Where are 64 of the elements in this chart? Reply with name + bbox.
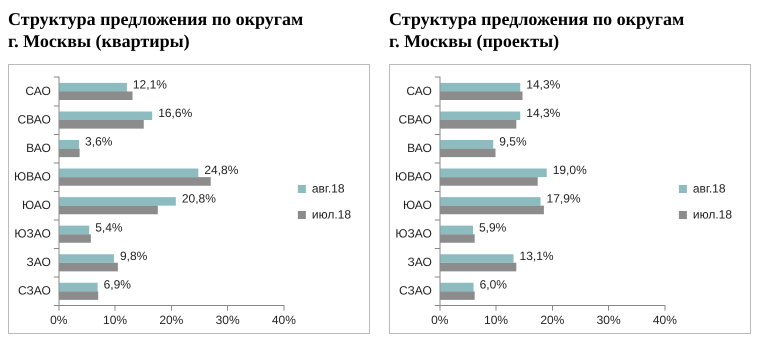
bar — [440, 140, 494, 149]
data-label: 9,5% — [499, 134, 527, 149]
data-label: 16,6% — [158, 106, 193, 120]
y-tick-label: ЮЗАО — [14, 226, 51, 241]
y-tick-label: ЮЗАО — [395, 226, 432, 241]
y-tick-label: САО — [406, 84, 432, 98]
data-label: 12,1% — [132, 78, 168, 92]
bar — [59, 82, 127, 92]
bar — [59, 226, 90, 234]
data-label: 6,9% — [104, 277, 132, 292]
x-tick-label: 30% — [216, 313, 240, 328]
data-label: 14,3% — [526, 106, 561, 120]
data-label: 24,8% — [204, 163, 239, 178]
data-label: 13,1% — [520, 248, 554, 263]
data-label: 9,8% — [120, 248, 148, 263]
bar — [440, 254, 514, 263]
y-tick-label: СВАО — [398, 112, 432, 126]
x-tick-label: 0% — [431, 313, 449, 328]
bar — [59, 140, 80, 149]
x-tick-label: 10% — [103, 313, 128, 328]
data-label: 20,8% — [182, 192, 216, 206]
bar — [440, 168, 547, 178]
legend-label: авг.18 — [692, 181, 726, 196]
bar — [440, 282, 474, 292]
y-tick-label: ЗАО — [26, 255, 51, 270]
y-tick-label: СЗАО — [18, 284, 51, 298]
legend-label: июл.18 — [692, 207, 732, 222]
bar — [440, 111, 520, 120]
bar — [59, 111, 152, 120]
x-tick-label: 20% — [159, 313, 184, 328]
x-tick-label: 40% — [272, 313, 296, 328]
bar — [59, 197, 176, 206]
x-tick-label: 40% — [652, 313, 678, 328]
x-tick-label: 20% — [540, 313, 565, 328]
chart-title: Структура предложения по округам г. Москвы (проекты) — [389, 8, 686, 53]
chart-title: Структура предложения по округам г. Москвы (квартиры) — [8, 8, 304, 53]
data-label: 19,0% — [552, 163, 588, 178]
legend-label: июл.18 — [312, 207, 352, 222]
x-tick-label: 30% — [596, 313, 621, 328]
y-tick-label: СЗАО — [398, 284, 432, 298]
x-tick-label: 10% — [484, 313, 508, 328]
data-label: 5,4% — [95, 220, 123, 234]
data-label: 14,3% — [526, 78, 561, 92]
y-tick-label: ВАО — [26, 140, 51, 155]
bar — [440, 197, 541, 206]
y-tick-label: ЮАО — [402, 198, 432, 212]
data-label: 3,6% — [85, 134, 113, 149]
y-tick-label: ВАО — [407, 140, 432, 155]
legend-label: авг.18 — [312, 181, 345, 196]
y-tick-label: САО — [25, 84, 51, 98]
data-label: 17,9% — [546, 192, 581, 206]
bar — [440, 226, 473, 234]
y-tick-label: ЗАО — [407, 255, 432, 270]
bar — [59, 168, 198, 178]
bar — [59, 254, 114, 263]
bar — [440, 82, 520, 92]
y-tick-label: СВАО — [17, 112, 51, 126]
data-label: 6,0% — [480, 277, 508, 292]
x-tick-label: 0% — [50, 313, 68, 328]
data-label: 5,9% — [479, 220, 507, 234]
y-tick-label: ЮВАО — [394, 169, 432, 184]
y-tick-label: ЮАО — [22, 198, 51, 212]
bar — [59, 282, 98, 292]
y-tick-label: ЮВАО — [14, 169, 51, 184]
